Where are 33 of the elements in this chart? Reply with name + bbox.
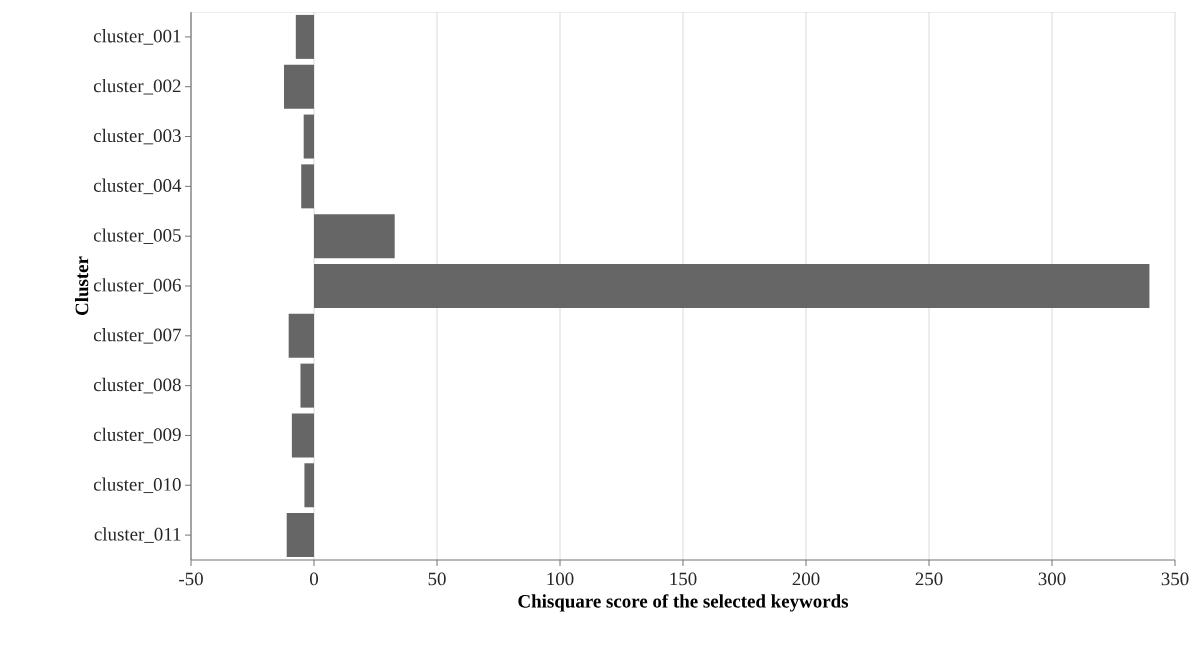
x-tick-label: 200	[792, 572, 820, 586]
bar	[304, 463, 315, 508]
y-tick-label: cluster_011	[94, 527, 181, 543]
y-tick-label: cluster_004	[93, 178, 182, 195]
y-tick-label: cluster_001	[93, 29, 181, 45]
x-tick-label: 50	[428, 572, 446, 586]
x-tick-label: 250	[915, 572, 943, 586]
bar	[295, 14, 315, 59]
bar	[288, 313, 315, 358]
x-axis-title: Chisquare score of the selected keywords	[518, 594, 849, 612]
y-tick-label: cluster_005	[93, 228, 181, 244]
y-tick-label: cluster_009	[93, 427, 181, 444]
bar	[286, 513, 315, 558]
y-tick-label: cluster_003	[93, 128, 181, 145]
x-tick-label: 300	[1038, 572, 1066, 586]
x-tick-label: 350	[1161, 572, 1189, 586]
bar	[284, 64, 315, 109]
x-tick-label: -50	[179, 572, 203, 586]
bar	[291, 413, 315, 458]
y-tick-label: cluster_002	[93, 78, 181, 95]
y-axis-title: Cluster	[74, 256, 89, 316]
y-tick-label: cluster_007	[93, 328, 181, 344]
bar	[301, 164, 315, 209]
x-tick-label: 150	[670, 572, 697, 586]
bar	[303, 114, 315, 159]
bar	[314, 263, 1150, 308]
y-tick-label: cluster_010	[93, 477, 181, 494]
y-tick-label: cluster_006	[93, 278, 181, 294]
bar	[314, 214, 395, 259]
y-tick-label: cluster_008	[93, 377, 181, 394]
bar	[300, 363, 315, 408]
x-tick-label: 100	[547, 572, 574, 586]
x-tick-label: 0	[310, 572, 319, 586]
